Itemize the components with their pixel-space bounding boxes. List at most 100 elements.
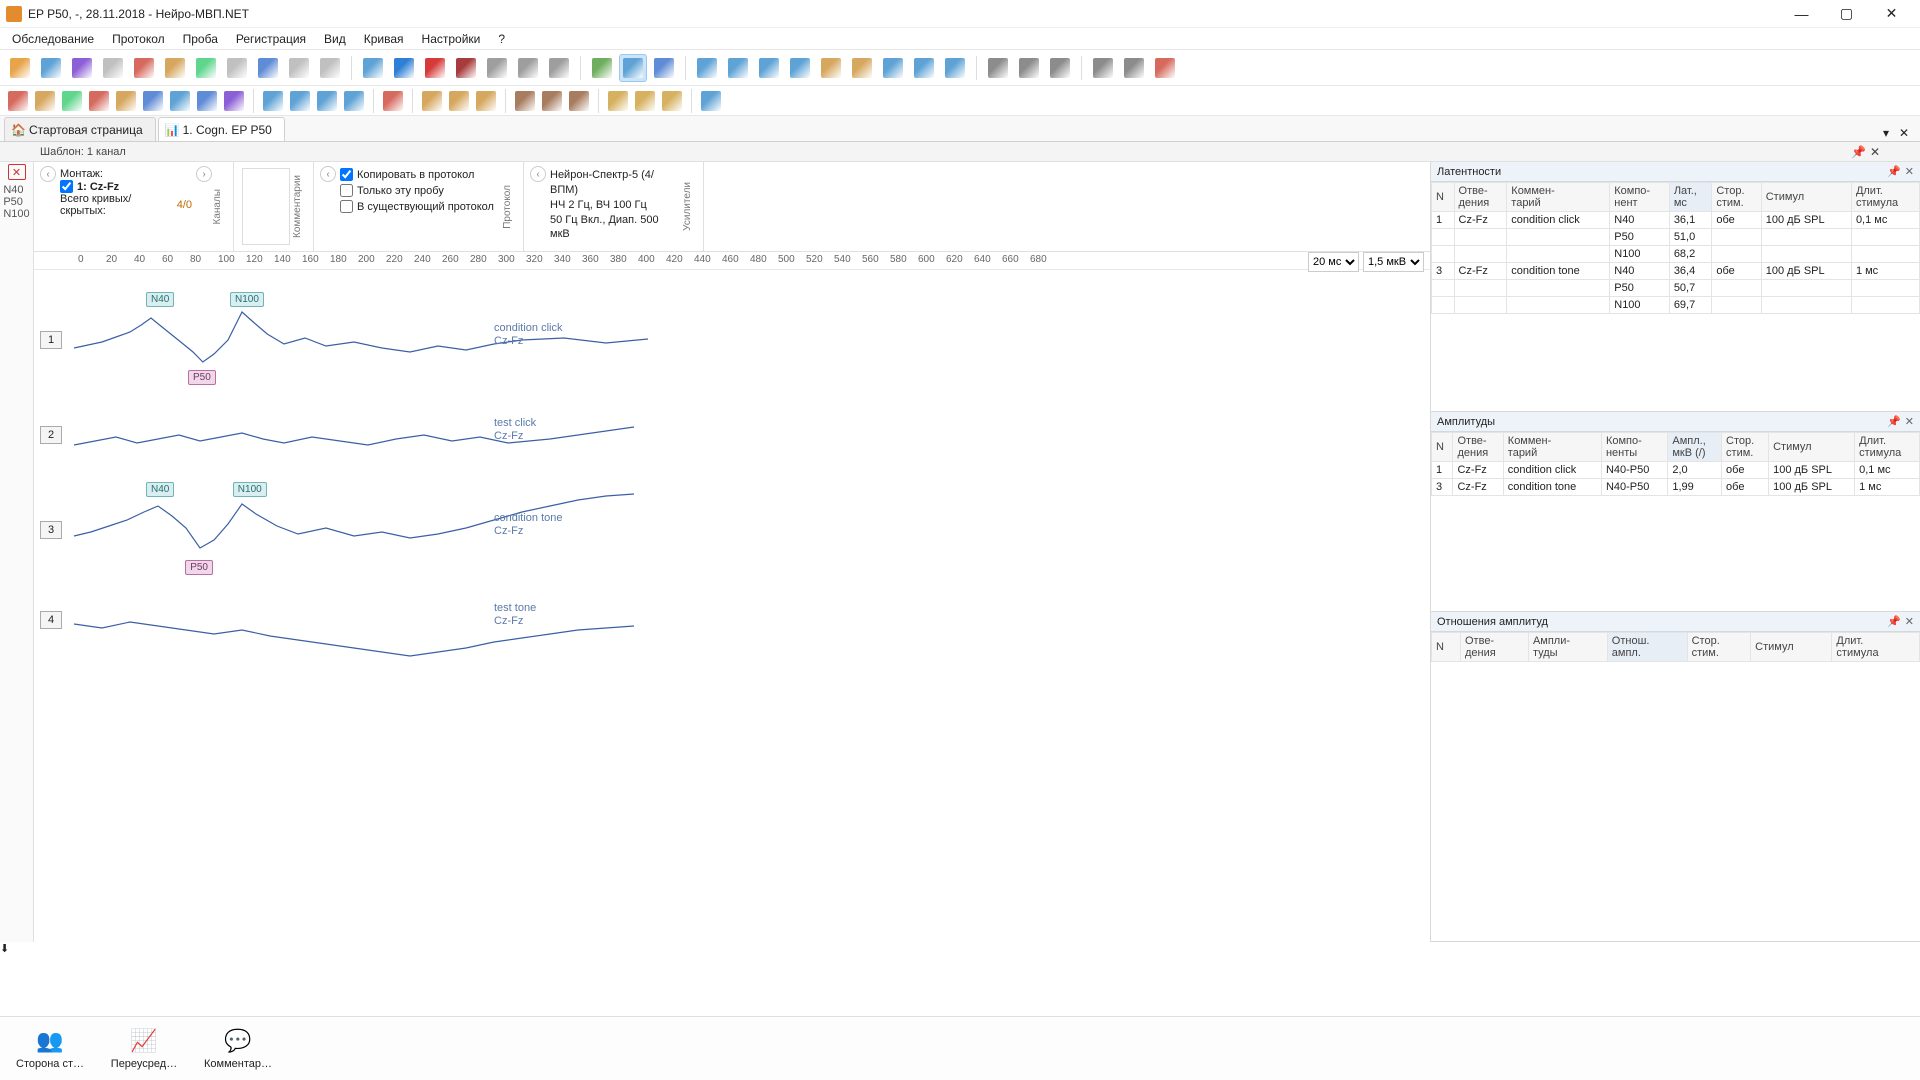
tab-1[interactable]: 📊1. Cogn. EP P50 <box>158 117 285 141</box>
close-button[interactable]: ✕ <box>1869 1 1914 27</box>
toolbar-button-15[interactable] <box>452 54 480 82</box>
spine-close-button[interactable]: ✕ <box>8 164 26 180</box>
column-header[interactable]: Стимул <box>1769 433 1855 462</box>
column-header[interactable]: Стор.стим. <box>1687 633 1751 662</box>
strip-close-icon[interactable]: ✕ <box>1870 145 1880 159</box>
toolbar-button-40[interactable] <box>1151 54 1179 82</box>
toolbar-button-35[interactable] <box>1015 54 1043 82</box>
column-header[interactable]: Стор.стим. <box>1712 183 1761 212</box>
only-this-probe-checkbox[interactable] <box>340 184 353 197</box>
toolbar-button-5[interactable] <box>141 89 165 113</box>
pin-icon[interactable]: 📌 <box>1851 145 1866 159</box>
left-marker-n40[interactable]: N40 <box>3 184 29 196</box>
track-number[interactable]: 2 <box>40 426 62 444</box>
table-row[interactable]: 1Cz-Fzcondition clickN4036,1обе100 дБ SP… <box>1432 212 1920 229</box>
toolbar-button-27[interactable] <box>660 89 684 113</box>
table-row[interactable]: 3Cz-Fzcondition toneN4036,4обе100 дБ SPL… <box>1432 263 1920 280</box>
table-row[interactable]: P5051,0 <box>1432 229 1920 246</box>
toolbar-button-2[interactable] <box>68 54 96 82</box>
toolbar-button-7[interactable] <box>195 89 219 113</box>
time-scale-select[interactable]: 20 мс <box>1308 252 1359 272</box>
toolbar-button-25[interactable] <box>724 54 752 82</box>
toolbar-button-2[interactable] <box>60 89 84 113</box>
toolbar-button-17[interactable] <box>514 54 542 82</box>
latency-table[interactable]: NОтве-денияКоммен-тарийКомпо-нентЛат.,мс… <box>1431 182 1920 314</box>
toolbar-button-0[interactable] <box>6 89 30 113</box>
comment-textarea[interactable] <box>242 168 290 245</box>
bottom-action-0[interactable]: 👥Сторона ст… <box>10 1028 90 1070</box>
toolbar-button-18[interactable] <box>545 54 573 82</box>
column-header[interactable]: N <box>1432 183 1455 212</box>
column-header[interactable]: Компо-ненты <box>1601 433 1667 462</box>
expand-down-button[interactable]: ⬇ <box>0 942 1920 955</box>
toolbar-button-14[interactable] <box>421 54 449 82</box>
bottom-action-2[interactable]: 💬Комментар… <box>198 1028 278 1070</box>
toolbar-button-32[interactable] <box>941 54 969 82</box>
table-row[interactable]: 3Cz-Fzcondition toneN40-P501,99обе100 дБ… <box>1432 479 1920 496</box>
chart-area[interactable]: 20 мс 1,5 мкВ 02040608010012014016018020… <box>34 252 1430 942</box>
column-header[interactable]: N <box>1432 633 1461 662</box>
toolbar-button-8[interactable] <box>222 89 246 113</box>
toolbar-button-7[interactable] <box>223 54 251 82</box>
toolbar-button-8[interactable] <box>254 54 282 82</box>
toolbar-button-23[interactable] <box>567 89 591 113</box>
toolbar-button-20[interactable] <box>588 54 616 82</box>
existing-protocol-checkbox[interactable] <box>340 200 353 213</box>
amp-scale-select[interactable]: 1,5 мкВ <box>1363 252 1424 272</box>
bottom-action-1[interactable]: 📈Переусред… <box>104 1028 184 1070</box>
marker-n40[interactable]: N40 <box>146 292 174 307</box>
copy-to-protocol-checkbox[interactable] <box>340 168 353 181</box>
tabs-close-icon[interactable]: ✕ <box>1896 125 1912 141</box>
toolbar-button-3[interactable] <box>87 89 111 113</box>
protocol-prev-button[interactable]: ‹ <box>320 166 336 182</box>
marker-n100[interactable]: N100 <box>230 292 264 307</box>
menu-регистрация[interactable]: Регистрация <box>228 30 314 48</box>
toolbar-button-22[interactable] <box>540 89 564 113</box>
menu-обследование[interactable]: Обследование <box>4 30 102 48</box>
marker-n40[interactable]: N40 <box>146 482 174 497</box>
toolbar-button-10[interactable] <box>261 89 285 113</box>
column-header[interactable]: Отве-дения <box>1461 633 1529 662</box>
toolbar-button-38[interactable] <box>1089 54 1117 82</box>
track-number[interactable]: 4 <box>40 611 62 629</box>
toolbar-button-5[interactable] <box>161 54 189 82</box>
toolbar-button-4[interactable] <box>114 89 138 113</box>
column-header[interactable]: Стимул <box>1761 183 1851 212</box>
table-row[interactable]: P5050,7 <box>1432 280 1920 297</box>
toolbar-button-30[interactable] <box>879 54 907 82</box>
toolbar-button-34[interactable] <box>984 54 1012 82</box>
left-marker-n100[interactable]: N100 <box>3 208 29 220</box>
menu-?[interactable]: ? <box>490 30 513 48</box>
table-row[interactable]: 1Cz-Fzcondition clickN40-P502,0обе100 дБ… <box>1432 462 1920 479</box>
latency-pin-icon[interactable]: 📌 <box>1887 165 1901 178</box>
maximize-button[interactable]: ▢ <box>1824 1 1869 27</box>
tab-0[interactable]: 🏠Стартовая страница <box>4 117 156 141</box>
toolbar-button-36[interactable] <box>1046 54 1074 82</box>
toolbar-button-0[interactable] <box>6 54 34 82</box>
column-header[interactable]: Отве-дения <box>1453 433 1503 462</box>
toolbar-button-13[interactable] <box>342 89 366 113</box>
tabs-dropdown-icon[interactable]: ▾ <box>1878 125 1894 141</box>
column-header[interactable]: Лат.,мс <box>1669 183 1712 212</box>
column-header[interactable]: Длит.стимула <box>1855 433 1920 462</box>
menu-вид[interactable]: Вид <box>316 30 354 48</box>
column-header[interactable]: Ампл.,мкВ (/) <box>1668 433 1722 462</box>
amplitude-pin-icon[interactable]: 📌 <box>1887 415 1901 428</box>
marker-n100[interactable]: N100 <box>233 482 267 497</box>
column-header[interactable]: Стор.стим. <box>1722 433 1769 462</box>
toolbar-button-15[interactable] <box>381 89 405 113</box>
toolbar-button-22[interactable] <box>650 54 678 82</box>
toolbar-button-10[interactable] <box>316 54 344 82</box>
minimize-button[interactable]: — <box>1779 1 1824 27</box>
toolbar-button-21[interactable] <box>619 54 647 82</box>
toolbar-button-1[interactable] <box>33 89 57 113</box>
marker-p50[interactable]: P50 <box>188 370 216 385</box>
toolbar-button-11[interactable] <box>288 89 312 113</box>
toolbar-button-13[interactable] <box>390 54 418 82</box>
montage-prev-button[interactable]: ‹ <box>40 166 56 182</box>
column-header[interactable]: Коммен-тарий <box>1503 433 1601 462</box>
column-header[interactable]: Длит.стимула <box>1851 183 1919 212</box>
menu-настройки[interactable]: Настройки <box>414 30 489 48</box>
toolbar-button-26[interactable] <box>755 54 783 82</box>
toolbar-button-29[interactable] <box>848 54 876 82</box>
